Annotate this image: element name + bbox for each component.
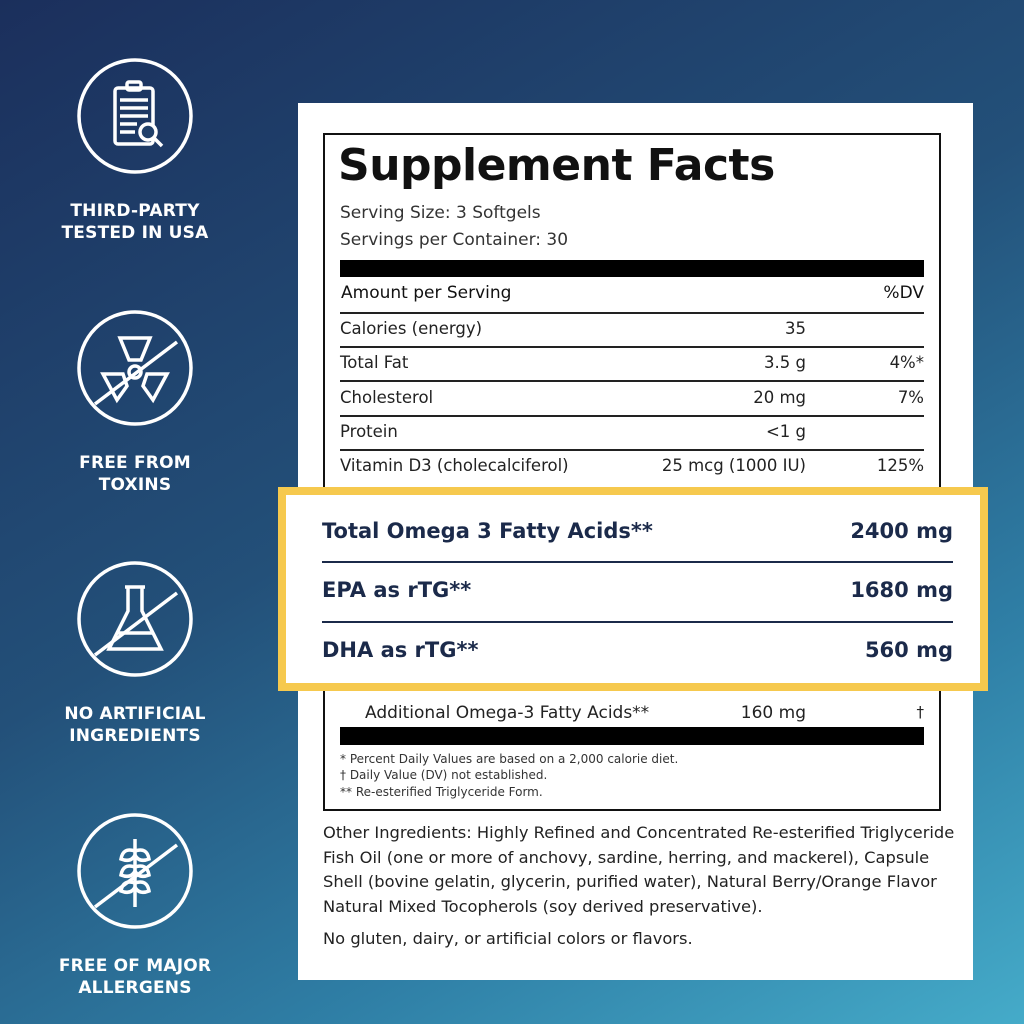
nutrient-dv: 4%* bbox=[889, 353, 924, 372]
other-ingredients-line: Fish Oil (one or more of anchovy, sardin… bbox=[323, 847, 930, 867]
additional-omega-dv: † bbox=[916, 703, 925, 721]
badge-label-line: THIRD-PARTY bbox=[70, 201, 200, 221]
row-divider bbox=[340, 415, 924, 417]
footnote: ** Re-esterified Triglyceride Form. bbox=[340, 785, 543, 799]
badge-label-line: FREE OF MAJOR bbox=[58, 956, 212, 976]
omega-amount: 2400 mg bbox=[850, 519, 953, 543]
omega-name: DHA as rTG** bbox=[322, 638, 479, 662]
row-divider bbox=[340, 449, 924, 451]
thick-divider bbox=[340, 260, 924, 277]
nutrient-amount: <1 g bbox=[765, 422, 806, 441]
omega-amount: 560 mg bbox=[864, 638, 953, 662]
no-allergens-wheat-icon bbox=[77, 813, 193, 929]
badge-label-line: TOXINS bbox=[98, 475, 172, 495]
nutrient-amount: 3.5 g bbox=[764, 353, 806, 372]
omega-highlight-box bbox=[278, 487, 988, 691]
other-ingredients-line: Natural Mixed Tocopherols (soy derived p… bbox=[323, 897, 763, 917]
nutrient-name: Protein bbox=[340, 422, 398, 441]
serving-size: Serving Size: 3 Softgels bbox=[340, 203, 541, 223]
badge-free-of-allergens: FREE OF MAJOR ALLERGENS bbox=[35, 811, 235, 999]
facts-title: Supplement Facts bbox=[338, 140, 775, 191]
additional-omega-name: Additional Omega-3 Fatty Acids** bbox=[365, 703, 650, 723]
footnote: * Percent Daily Values are based on a 2,… bbox=[340, 752, 679, 766]
additional-omega-amount: 160 mg bbox=[740, 703, 806, 723]
nutrient-name: Total Fat bbox=[340, 353, 409, 372]
omega-divider bbox=[322, 561, 953, 563]
badge-no-artificial: NO ARTIFICIAL INGREDIENTS bbox=[35, 559, 235, 747]
dv-header: %DV bbox=[883, 283, 924, 303]
servings-per-container: Servings per Container: 30 bbox=[340, 230, 569, 250]
omega-amount: 1680 mg bbox=[850, 578, 953, 602]
other-ingredients-line: Shell (bovine gelatin, glycerin, purifie… bbox=[323, 872, 937, 892]
nutrient-name: Vitamin D3 (cholecalciferol) bbox=[340, 456, 569, 475]
nutrient-amount: 35 bbox=[785, 319, 806, 338]
badge-label-line: INGREDIENTS bbox=[69, 726, 201, 746]
badge-free-from-toxins: FREE FROM TOXINS bbox=[35, 308, 235, 496]
supplement-facts-panel bbox=[323, 133, 941, 811]
nutrient-dv: 125% bbox=[876, 456, 924, 475]
badge-label-line: ALLERGENS bbox=[78, 978, 192, 998]
no-artificial-flask-icon bbox=[77, 561, 193, 677]
nutrient-name: Cholesterol bbox=[340, 388, 434, 407]
footnote: † Daily Value (DV) not established. bbox=[340, 768, 548, 782]
divider bbox=[340, 312, 924, 314]
row-divider bbox=[340, 380, 924, 382]
badge-label-line: TESTED IN USA bbox=[61, 223, 209, 243]
allergen-note: No gluten, dairy, or artificial colors o… bbox=[323, 929, 693, 948]
amount-header: Amount per Serving bbox=[341, 283, 512, 303]
badge-third-party-tested: THIRD-PARTY TESTED IN USA bbox=[35, 56, 235, 244]
nutrient-amount: 25 mcg (1000 IU) bbox=[661, 456, 806, 475]
other-ingredients-line: Other Ingredients: Highly Refined and Co… bbox=[323, 823, 955, 842]
other-ingredients: Other Ingredients: Highly Refined and Co… bbox=[323, 821, 954, 920]
badge-label-line: NO ARTIFICIAL bbox=[64, 704, 206, 724]
badge-label-line: FREE FROM bbox=[79, 453, 191, 473]
omega-divider bbox=[322, 621, 953, 623]
nutrient-name: Calories (energy) bbox=[340, 319, 483, 338]
omega-name: EPA as rTG** bbox=[322, 578, 472, 602]
omega-name: Total Omega 3 Fatty Acids** bbox=[322, 519, 653, 543]
row-divider bbox=[340, 346, 924, 348]
nutrient-amount: 20 mg bbox=[753, 388, 806, 407]
clipboard-search-icon bbox=[77, 58, 193, 174]
no-toxins-icon bbox=[77, 310, 193, 426]
nutrient-dv: 7% bbox=[897, 388, 924, 407]
thick-divider bbox=[340, 727, 924, 745]
